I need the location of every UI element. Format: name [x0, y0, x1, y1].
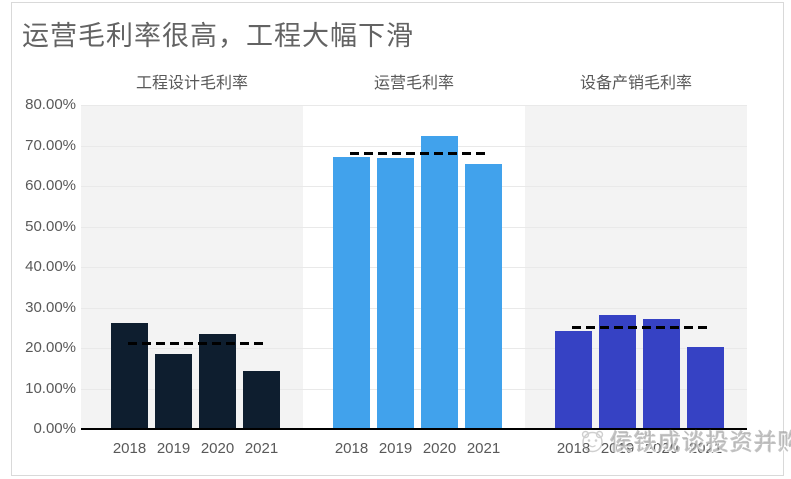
bar-2020: [421, 135, 458, 429]
x-axis-tick-label: 2019: [378, 440, 413, 457]
bar-2019: [599, 315, 636, 429]
gridline: [81, 348, 747, 349]
bar-2019: [155, 354, 192, 429]
gridline: [81, 388, 747, 390]
gridline: [81, 307, 747, 309]
y-axis-tick-label: 80.00%: [25, 96, 76, 113]
y-axis-tick-label: 0.00%: [33, 420, 76, 437]
gridline: [81, 267, 747, 268]
average-dashed-line: [571, 325, 708, 329]
x-axis-tick-label: 2019: [156, 440, 191, 457]
x-axis-tick-label: 2018: [334, 440, 369, 457]
x-axis-tick-label: 2020: [200, 440, 235, 457]
panel-title: 设备产销毛利率: [579, 75, 692, 92]
x-axis-tick-label: 2020: [644, 440, 679, 457]
bar-2021: [465, 163, 502, 429]
x-axis-tick-label: 2021: [244, 440, 279, 457]
y-axis-tick-label: 40.00%: [25, 258, 76, 275]
y-axis-tick-label: 10.00%: [25, 379, 76, 397]
x-axis-tick-label: 2018: [112, 440, 147, 457]
y-axis-tick-label: 70.00%: [25, 136, 76, 154]
y-axis-tick-label: 60.00%: [25, 177, 76, 194]
panel-title: 工程设计毛利率: [135, 75, 248, 92]
average-dashed-line: [349, 151, 486, 155]
bar-2020: [643, 318, 680, 429]
chart-title: 运营毛利率很高，工程大幅下滑: [22, 21, 414, 51]
gridline: [81, 226, 747, 228]
x-axis-tick-label: 2018: [556, 440, 591, 457]
gridline: [81, 186, 747, 187]
x-axis-line: [81, 428, 747, 430]
x-axis-tick-label: 2020: [422, 440, 457, 457]
bar-2020: [199, 333, 236, 429]
y-axis-tick-label: 20.00%: [25, 339, 76, 356]
x-axis-tick-label: 2021: [688, 440, 723, 457]
x-axis-tick-label: 2021: [466, 440, 501, 457]
bar-2019: [377, 158, 414, 429]
gridline: [81, 105, 747, 106]
bar-2018: [333, 157, 370, 429]
bar-2021: [243, 370, 280, 429]
bar-2018: [555, 330, 592, 429]
bar-2018: [111, 322, 148, 429]
x-axis-tick-label: 2019: [600, 440, 635, 457]
gridline: [81, 145, 747, 147]
panel-title: 运营毛利率: [373, 75, 454, 92]
average-dashed-line: [127, 341, 264, 345]
y-axis-tick-label: 50.00%: [25, 217, 76, 235]
y-axis-tick-label: 30.00%: [25, 298, 76, 316]
bar-2021: [687, 347, 724, 429]
